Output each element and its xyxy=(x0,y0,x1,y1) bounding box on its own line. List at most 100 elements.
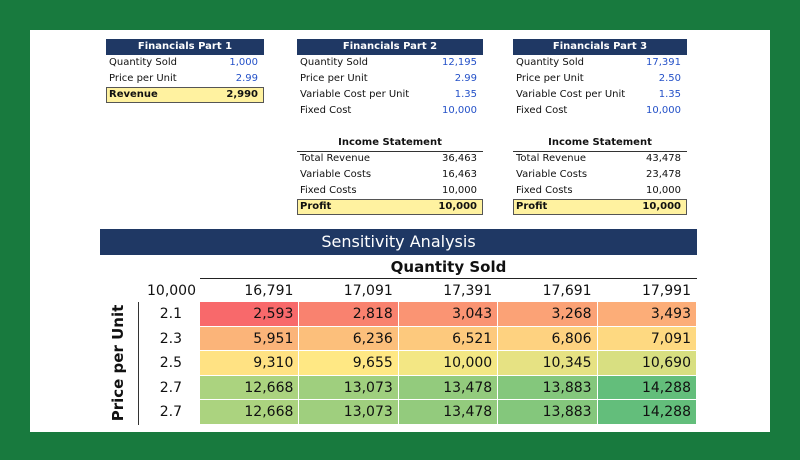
row-label: Fixed Costs xyxy=(300,185,357,196)
cell-value: 2,593 xyxy=(253,306,294,322)
column-header: 17,391 xyxy=(443,283,493,299)
heat-cell xyxy=(597,326,697,352)
heat-cell xyxy=(398,400,499,425)
row-header: 2.1 xyxy=(159,306,182,322)
row-header: 2.7 xyxy=(159,379,182,396)
cell-value: 9,655 xyxy=(352,355,393,372)
row-value: 10,000 xyxy=(442,185,477,196)
cell-value: 13,073 xyxy=(343,404,393,421)
divider xyxy=(138,302,139,425)
total-value: 2,990 xyxy=(226,89,258,100)
column-header: 17,091 xyxy=(343,283,393,299)
cell-value: 2,818 xyxy=(352,306,393,322)
heat-cell xyxy=(597,375,697,401)
heat-cell xyxy=(200,326,300,352)
heat-cell xyxy=(200,400,300,425)
cell-value: 13,478 xyxy=(443,404,493,421)
heat-cell xyxy=(398,351,499,376)
cell-value: 13,883 xyxy=(542,404,592,421)
cell-value: 14,288 xyxy=(641,379,691,396)
heat-cell xyxy=(398,326,499,352)
row-value: 2.99 xyxy=(454,73,477,84)
row-value: 10,000 xyxy=(646,105,681,116)
heat-cell xyxy=(597,351,697,376)
row-label: Variable Cost per Unit xyxy=(300,89,410,100)
total-label: Revenue xyxy=(109,89,158,100)
cell-value: 6,806 xyxy=(551,330,592,347)
total-value: 10,000 xyxy=(438,201,477,212)
heat-cell xyxy=(498,326,598,352)
heat-cell xyxy=(597,302,697,327)
table-header: Financials Part 3 xyxy=(513,39,687,55)
heat-cell xyxy=(498,375,598,401)
heat-cell xyxy=(299,351,399,376)
table-header: Financials Part 1 xyxy=(106,39,264,55)
row-header: 2.5 xyxy=(159,355,182,372)
cell-value: 3,043 xyxy=(452,306,493,322)
heat-cell xyxy=(597,400,697,425)
row-value: 1,000 xyxy=(229,57,258,68)
row-label: Variable Costs xyxy=(516,169,588,180)
row-label: Quantity Sold xyxy=(300,57,368,68)
cell-value: 9,310 xyxy=(253,355,294,372)
cell-value: 3,493 xyxy=(650,306,691,322)
heat-cell xyxy=(398,375,499,401)
column-header: 17,691 xyxy=(542,283,592,299)
row-value: 36,463 xyxy=(442,153,477,164)
heat-cell xyxy=(299,326,399,352)
cell-value: 10,690 xyxy=(641,355,691,372)
row-label: Variable Costs xyxy=(300,169,372,180)
heat-cell xyxy=(398,302,499,327)
row-title: Price per Unit xyxy=(109,304,127,422)
cell-value: 10,000 xyxy=(443,355,493,372)
row-header: 2.3 xyxy=(159,330,182,347)
heat-cell xyxy=(200,375,300,401)
total-value: 10,000 xyxy=(642,201,681,212)
row-header: 2.7 xyxy=(159,404,182,421)
column-title: Quantity Sold xyxy=(200,256,697,279)
row-value: 1.35 xyxy=(658,89,681,100)
income-title: Income Statement xyxy=(297,135,483,152)
heat-cell xyxy=(200,351,300,376)
total-label: Profit xyxy=(516,201,548,212)
cell-value: 12,668 xyxy=(244,404,294,421)
cell-value: 13,478 xyxy=(443,379,493,396)
row-label: Quantity Sold xyxy=(516,57,584,68)
heat-cell xyxy=(498,400,598,425)
column-header: 17,991 xyxy=(641,283,691,299)
corner-value: 10,000 xyxy=(147,283,196,299)
row-value: 23,478 xyxy=(646,169,681,180)
row-label: Fixed Costs xyxy=(516,185,573,196)
cell-value: 14,288 xyxy=(641,404,691,421)
heat-cell xyxy=(200,302,300,327)
row-label: Price per Unit xyxy=(300,73,368,84)
cell-value: 7,091 xyxy=(650,330,691,347)
total-row xyxy=(297,199,483,215)
heat-cell xyxy=(299,302,399,327)
heat-cell xyxy=(498,351,598,376)
total-row xyxy=(106,87,264,103)
column-header: 16,791 xyxy=(244,283,294,299)
row-value: 12,195 xyxy=(442,57,477,68)
row-label: Total Revenue xyxy=(300,153,371,164)
row-value: 17,391 xyxy=(646,57,681,68)
cell-value: 6,521 xyxy=(452,330,493,347)
total-label: Profit xyxy=(300,201,332,212)
cell-value: 10,345 xyxy=(542,355,592,372)
row-value: 10,000 xyxy=(442,105,477,116)
section-banner: Sensitivity Analysis xyxy=(100,229,697,255)
row-label: Price per Unit xyxy=(516,73,584,84)
row-label: Price per Unit xyxy=(109,73,177,84)
cell-value: 3,268 xyxy=(551,306,592,322)
row-value: 16,463 xyxy=(442,169,477,180)
row-value: 43,478 xyxy=(646,153,681,164)
row-label: Quantity Sold xyxy=(109,57,177,68)
row-value: 1.35 xyxy=(454,89,477,100)
heat-cell xyxy=(299,400,399,425)
cell-value: 13,073 xyxy=(343,379,393,396)
table-header: Financials Part 2 xyxy=(297,39,483,55)
cell-value: 5,951 xyxy=(253,330,294,347)
row-value: 2.99 xyxy=(235,73,258,84)
row-label: Fixed Cost xyxy=(516,105,568,116)
